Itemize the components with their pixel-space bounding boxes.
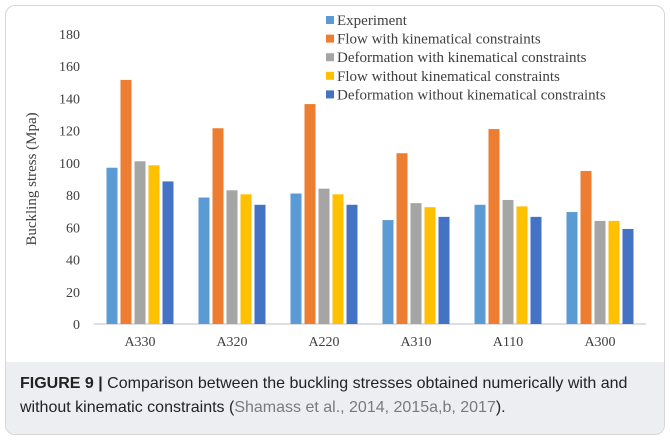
bar — [622, 228, 634, 324]
bars — [106, 79, 634, 325]
bar — [318, 188, 330, 324]
bar-chart: 0 20 40 60 80 100 120 140 160 180 A330 A320 A220 A31… — [6, 6, 664, 360]
bar — [396, 153, 408, 324]
x-tick-label: A300 — [584, 335, 615, 350]
legend-swatch — [326, 71, 334, 80]
legend-swatch — [326, 34, 334, 43]
x-tick-labels: A330 A320 A220 A310 A110 A300 — [124, 335, 615, 350]
legend-swatch — [326, 53, 334, 62]
legend-swatch — [326, 16, 334, 24]
legend-label: Deformation with kinematical constraints — [337, 50, 587, 66]
bar — [106, 167, 118, 324]
x-tick-label: A330 — [124, 335, 155, 350]
figure-caption: FIGURE 9 | Comparison between the buckli… — [6, 362, 664, 434]
legend-swatch — [326, 90, 334, 99]
bar — [226, 190, 238, 324]
bar — [304, 104, 316, 324]
bar — [488, 129, 500, 324]
legend-label: Experiment — [337, 13, 408, 29]
legend: Experiment Flow with kinematical constrai… — [326, 13, 606, 103]
x-tick-label: A110 — [493, 335, 524, 350]
y-tick-label: 0 — [73, 318, 80, 333]
x-tick-label: A320 — [216, 335, 247, 350]
bar — [516, 206, 528, 324]
legend-label: Deformation without kinematical constrai… — [337, 87, 606, 103]
bar — [240, 194, 252, 324]
bar — [332, 194, 344, 324]
citation-link[interactable]: Shamass et al., 2014, 2015a,b, 2017 — [234, 399, 496, 416]
y-tick-labels: 0 20 40 60 80 100 120 140 160 180 — [59, 28, 80, 333]
bar — [594, 220, 606, 324]
bar — [346, 204, 358, 324]
bar — [254, 204, 266, 324]
y-tick-label: 60 — [66, 221, 80, 236]
bar — [530, 216, 542, 324]
bar — [410, 203, 422, 324]
caption-text-end: ). — [495, 399, 506, 416]
bar — [162, 181, 174, 324]
bar — [608, 220, 620, 324]
x-tick-label: A310 — [400, 335, 431, 350]
y-tick-label: 20 — [66, 286, 80, 301]
bar — [148, 165, 160, 324]
bar — [382, 220, 394, 324]
bar — [438, 216, 450, 324]
bar — [212, 128, 224, 324]
y-tick-label: 40 — [66, 254, 80, 269]
bar — [424, 207, 436, 324]
caption-label: FIGURE 9 | — [20, 375, 103, 392]
bar — [120, 79, 132, 325]
bar — [566, 212, 578, 324]
y-tick-label: 180 — [59, 28, 80, 43]
bar — [134, 161, 146, 324]
bar — [198, 197, 210, 324]
y-tick-label: 160 — [59, 60, 80, 75]
bar — [502, 199, 514, 324]
figure-frame: 0 20 40 60 80 100 120 140 160 180 A330 A320 A220 A31… — [5, 5, 665, 435]
y-axis-label: Buckling stress (Mpa) — [24, 112, 40, 245]
bar — [290, 193, 302, 324]
x-tick-label: A220 — [308, 335, 339, 350]
y-tick-label: 120 — [59, 125, 80, 140]
bar — [580, 170, 592, 324]
chart-svg: 0 20 40 60 80 100 120 140 160 180 A330 A320 A220 A31… — [24, 13, 646, 350]
y-tick-label: 100 — [59, 157, 80, 172]
bar — [474, 204, 486, 324]
caption-text: Comparison between the buckling stresses… — [20, 375, 628, 416]
y-tick-label: 140 — [59, 92, 80, 107]
legend-label: Flow without kinematical constraints — [337, 69, 560, 85]
y-tick-label: 80 — [66, 189, 80, 204]
legend-label: Flow with kinematical constraints — [337, 32, 541, 48]
